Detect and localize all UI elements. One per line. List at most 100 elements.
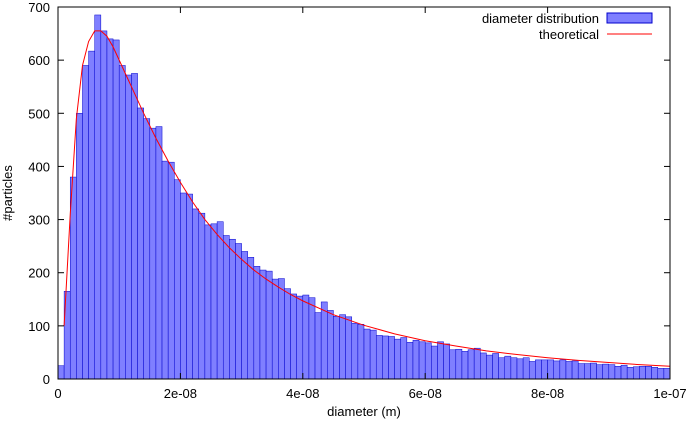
histogram-bar (308, 297, 316, 380)
histogram-bar (424, 342, 432, 380)
histogram-bar (235, 243, 242, 380)
histogram-bar (473, 347, 481, 380)
histogram-bar (455, 348, 463, 380)
histogram-bar (418, 341, 426, 380)
y-tick-label: 500 (28, 106, 50, 121)
histogram-bar (498, 357, 506, 380)
y-tick-label: 300 (28, 213, 50, 228)
histogram-bar (192, 208, 200, 380)
histogram-bar (278, 278, 285, 380)
histogram-bar (106, 38, 114, 380)
histogram-bar (290, 293, 297, 380)
histogram-bar (118, 65, 126, 380)
histogram-bar (461, 351, 469, 380)
histogram-bar (633, 366, 640, 380)
histogram-bar (320, 301, 328, 380)
histogram-bar (645, 366, 652, 380)
histogram-bar (449, 349, 457, 380)
histogram-bar (522, 357, 530, 380)
histogram-bar (394, 338, 401, 380)
histogram-bar (222, 235, 230, 380)
histogram-bar (584, 363, 591, 380)
histogram-bar (363, 328, 371, 380)
x-tick-label: 2e-08 (164, 386, 197, 401)
histogram-bar (186, 193, 193, 380)
histogram-bar (198, 212, 206, 380)
histogram-bar (400, 337, 408, 380)
histogram-bar (443, 343, 450, 380)
histogram-bar (480, 352, 487, 380)
histogram-bar (412, 339, 420, 380)
histogram-bar (57, 365, 65, 380)
histogram-bar (229, 238, 236, 380)
histogram-bar (155, 126, 163, 380)
histogram-bar (375, 335, 383, 380)
histogram-bar (535, 359, 542, 380)
histogram-bar (541, 359, 548, 380)
histogram-bar (528, 361, 536, 380)
y-tick-label: 200 (28, 266, 50, 281)
histogram-bar (406, 342, 414, 380)
histogram-bar (510, 357, 518, 380)
y-tick-label: 600 (28, 53, 50, 68)
histogram-bar (590, 362, 597, 380)
histogram-bar (137, 107, 144, 380)
y-tick-label: 100 (28, 319, 50, 334)
histogram-bar (204, 224, 212, 380)
x-tick-label: 8e-08 (531, 386, 564, 401)
plot-frame (57, 6, 671, 380)
histogram-bar (467, 349, 475, 380)
histogram-bar (94, 14, 102, 380)
histogram-bar (174, 179, 181, 380)
histogram-bar (369, 329, 377, 380)
histogram-bar (577, 363, 585, 380)
legend-swatch-diameter-distribution (606, 12, 653, 24)
histogram-bar (339, 314, 346, 380)
histogram-bar (284, 288, 291, 380)
histogram-bar (602, 363, 610, 380)
y-tick-label: 700 (28, 0, 50, 15)
histogram-bar (247, 257, 255, 380)
histogram-bar (357, 324, 365, 380)
histogram-bar (210, 223, 218, 380)
histogram-bar (492, 353, 499, 380)
histogram-bar (626, 367, 634, 380)
histogram-bar (431, 345, 438, 380)
histogram-bar (112, 39, 120, 380)
histogram-bar (553, 360, 561, 380)
legend: diameter distribution theoretical (482, 11, 653, 42)
histogram-bar (516, 358, 524, 380)
y-tick-label: 400 (28, 159, 50, 174)
histogram-bar (504, 355, 512, 380)
histogram-bar (143, 118, 151, 380)
histogram-bar (382, 335, 389, 380)
histogram-bar (216, 221, 224, 380)
histogram-bar (486, 354, 493, 380)
histogram-bar (167, 161, 175, 380)
histogram-bar (161, 160, 169, 380)
histogram-bar (265, 270, 273, 380)
histogram-bar (241, 251, 248, 380)
x-axis: 0 2e-08 4e-08 6e-08 8e-08 1e-07 (54, 7, 687, 401)
x-tick-label: 6e-08 (409, 386, 442, 401)
histogram-bar (345, 316, 353, 380)
x-tick-label: 1e-07 (653, 386, 686, 401)
histogram-bars (57, 14, 671, 380)
histogram-bar (149, 127, 157, 380)
histogram-bar (253, 266, 261, 380)
histogram-bar (388, 336, 395, 380)
histogram-bar (596, 364, 603, 380)
histogram-bar (620, 364, 628, 380)
histogram-bar (180, 192, 187, 380)
theoretical-curve-group (63, 30, 671, 367)
histogram-bar (76, 113, 83, 380)
y-axis: 0 100 200 300 400 500 600 700 (28, 0, 670, 387)
x-tick-label: 4e-08 (286, 386, 319, 401)
histogram-bar (559, 359, 567, 380)
histogram-bar (351, 322, 359, 380)
histogram-bar (131, 73, 138, 380)
histogram-bar (608, 364, 616, 380)
histogram-bar (125, 74, 132, 380)
